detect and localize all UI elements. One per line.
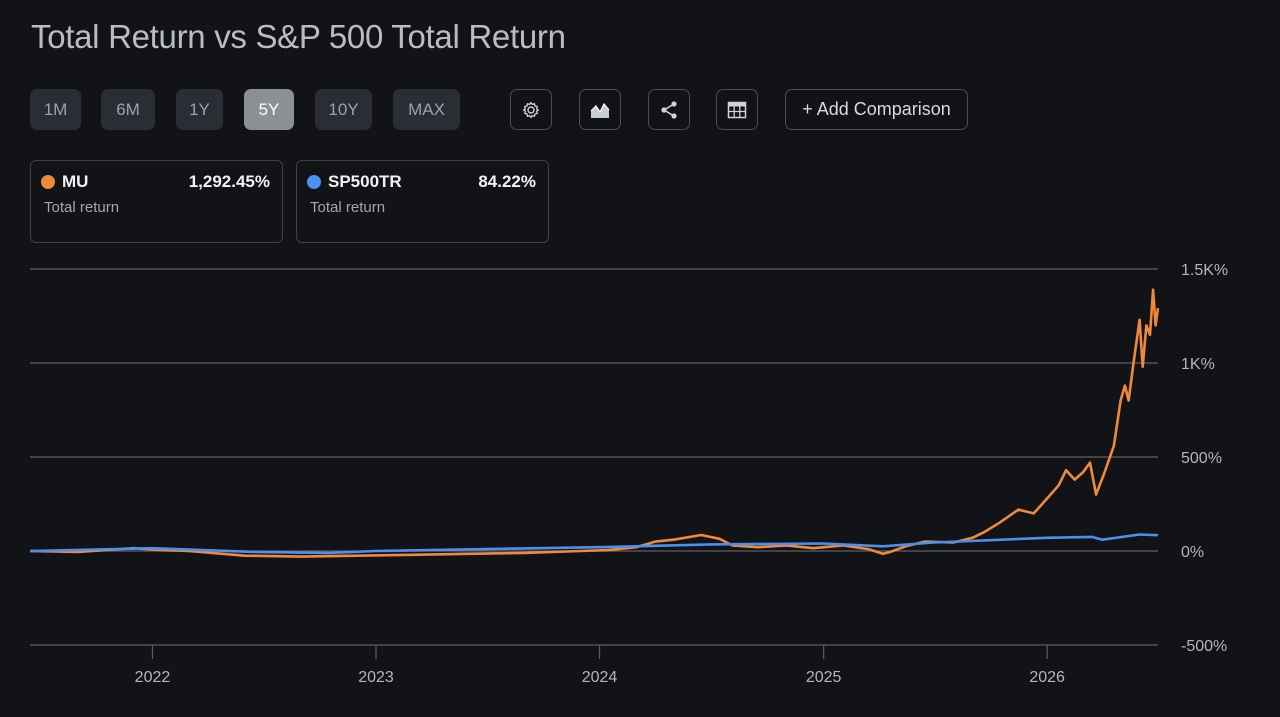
y-tick-label: -500% — [1181, 638, 1227, 655]
range-button-1y[interactable]: 1Y — [176, 89, 223, 130]
series-color-dot — [307, 175, 321, 189]
series-line-mu — [29, 288, 1160, 558]
series-subtitle: Total return — [44, 199, 120, 216]
table-icon — [727, 101, 747, 118]
y-tick-label: 500% — [1181, 450, 1222, 467]
series-color-dot — [41, 175, 55, 189]
legend-card-sp500tr: SP500TR 84.22% Total return — [296, 160, 549, 243]
y-tick-label: 0% — [1181, 544, 1204, 561]
series-return-value: 1,292.45% — [188, 172, 270, 191]
share-button[interactable] — [648, 89, 690, 130]
x-tick-label: 2022 — [135, 669, 171, 686]
legend-card-mu: MU 1,292.45% Total return — [30, 160, 283, 243]
range-button-6m[interactable]: 6M — [101, 89, 155, 130]
series-return-value: 84.22% — [478, 172, 536, 191]
add-comparison-button[interactable]: + Add Comparison — [785, 89, 968, 130]
mountain-chart-icon — [590, 102, 610, 118]
x-tick-label: 2024 — [582, 669, 618, 686]
range-button-max[interactable]: MAX — [393, 89, 460, 130]
y-tick-label: 1.5K% — [1181, 262, 1228, 279]
x-tick-label: 2023 — [358, 669, 394, 686]
y-tick-label: 1K% — [1181, 356, 1215, 373]
series-line-sp500tr — [29, 533, 1159, 555]
x-tick-label: 2025 — [806, 669, 842, 686]
x-tick-label: 2026 — [1029, 669, 1065, 686]
share-icon — [661, 100, 677, 119]
series-symbol: SP500TR — [328, 172, 402, 191]
series-symbol: MU — [62, 172, 89, 191]
series-subtitle: Total return — [310, 199, 386, 216]
range-button-5y[interactable]: 5Y — [244, 89, 294, 130]
chart-type-button[interactable] — [579, 89, 621, 130]
table-view-button[interactable] — [716, 89, 758, 130]
gear-icon — [522, 101, 540, 118]
range-button-1m[interactable]: 1M — [30, 89, 81, 130]
page-title: Total Return vs S&P 500 Total Return — [31, 18, 566, 55]
range-button-10y[interactable]: 10Y — [315, 89, 372, 130]
settings-button[interactable] — [510, 89, 552, 130]
